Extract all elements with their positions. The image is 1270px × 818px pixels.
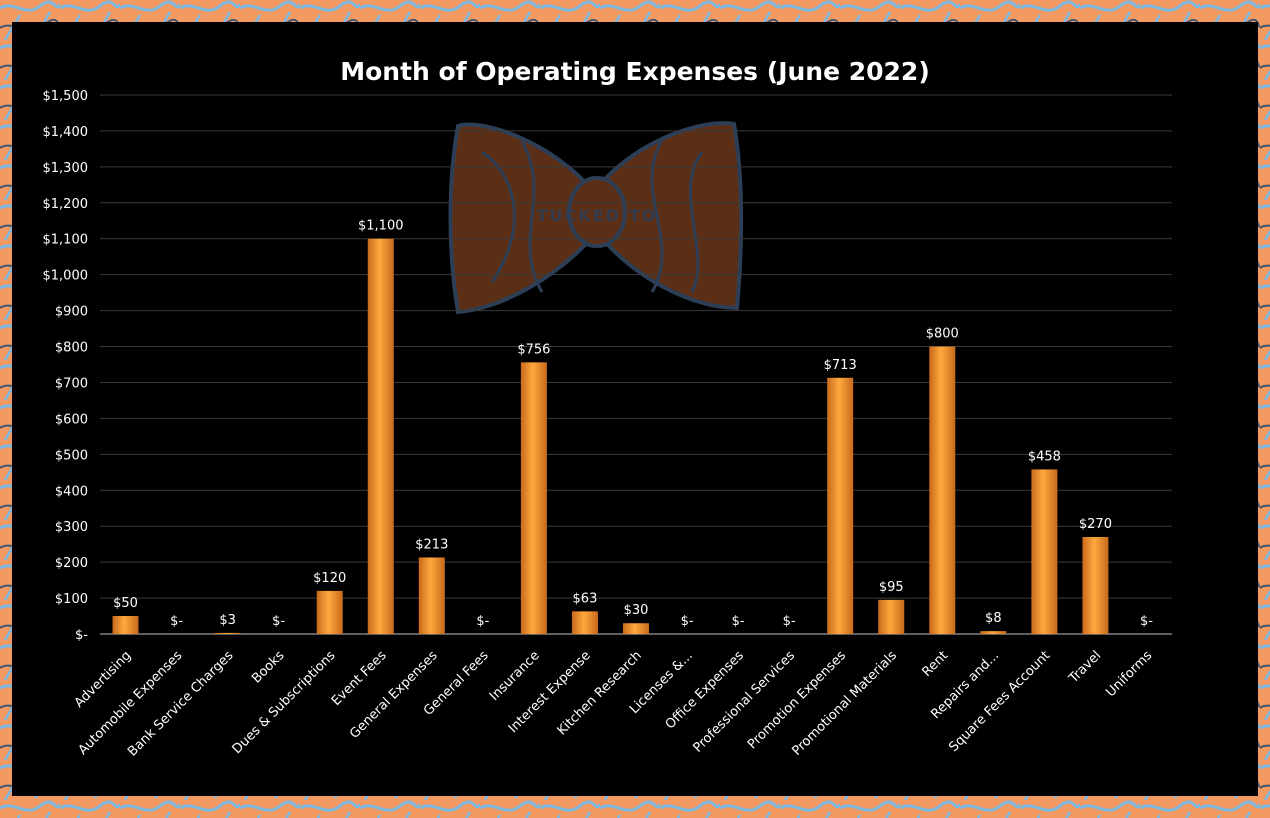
y-tick-label: $400 (55, 484, 88, 499)
x-tick-label: Travel (1066, 648, 1105, 687)
x-tick-label: Professional Services (690, 648, 798, 756)
data-label: $63 (573, 591, 598, 606)
bar (1031, 469, 1058, 634)
data-label: $713 (824, 358, 857, 373)
data-label: $1,100 (358, 219, 404, 234)
bar (520, 362, 547, 634)
data-label: $- (681, 614, 694, 629)
bar (214, 632, 241, 634)
data-label: $756 (517, 342, 550, 357)
watermark-text: TUCKEDITO (537, 206, 658, 225)
bar (980, 631, 1007, 634)
bar (1082, 536, 1109, 634)
data-label: $- (170, 614, 183, 629)
data-label: $- (272, 614, 285, 629)
x-tick-label: Promotion Expenses (745, 648, 849, 752)
y-tick-label: $700 (55, 376, 88, 391)
data-label: $30 (624, 603, 649, 618)
x-tick-label: Uniforms (1103, 648, 1155, 700)
x-tick-label: Promotional Materials (789, 648, 900, 759)
data-label: $50 (113, 596, 138, 611)
chart-title: Month of Operating Expenses (June 2022) (340, 57, 930, 86)
y-tick-label: $1,300 (43, 161, 89, 176)
data-label: $- (732, 614, 745, 629)
y-tick-label: $1,500 (43, 89, 89, 104)
x-tick-label: Dues & Subscriptions (230, 648, 339, 757)
data-label: $- (476, 614, 489, 629)
data-label: $213 (415, 537, 448, 552)
x-tick-label: Kitchen Research (555, 648, 645, 738)
bar (827, 377, 854, 634)
x-tick-label: Bank Service Charges (125, 648, 236, 759)
y-tick-label: $- (75, 628, 88, 643)
bow-tie-logo-icon: TUCKEDITO (448, 121, 744, 315)
y-axis: $- $100 $200 $300 $400 $500 $600 $700 $800 $900 $1… (43, 89, 89, 643)
data-label: $95 (879, 580, 904, 595)
data-label: $458 (1028, 449, 1061, 464)
y-tick-label: $1,200 (43, 197, 89, 212)
data-label: $800 (926, 327, 959, 342)
data-label: $270 (1079, 517, 1112, 532)
x-tick-label: Books (249, 648, 287, 686)
y-tick-label: $200 (55, 556, 88, 571)
y-tick-label: $500 (55, 448, 88, 463)
bar (367, 238, 394, 634)
bar (571, 611, 598, 634)
bars (112, 238, 1109, 634)
data-label: $120 (313, 571, 346, 586)
x-tick-label: Insurance (487, 648, 543, 704)
x-tick-label: Rent (919, 648, 951, 680)
y-tick-label: $600 (55, 412, 88, 427)
x-tick-label: General Expenses (347, 648, 441, 742)
bar (418, 557, 445, 634)
data-label: $- (1140, 614, 1153, 629)
bar (623, 623, 649, 634)
y-tick-label: $900 (55, 305, 88, 320)
data-label: $3 (219, 613, 236, 628)
y-tick-label: $1,400 (43, 125, 89, 140)
gridlines (100, 94, 1172, 635)
y-tick-label: $1,000 (43, 269, 89, 284)
bar (112, 616, 139, 634)
data-label: $- (783, 614, 796, 629)
y-tick-label: $1,100 (43, 233, 89, 248)
chart-panel: TUCKEDITO Month of Operating Expenses (J… (12, 22, 1258, 796)
bar (316, 590, 343, 634)
x-tick-label: Automobile Expenses (76, 648, 186, 758)
bar (929, 346, 956, 634)
x-tick-label: Square Fees Account (946, 648, 1053, 755)
y-tick-label: $800 (55, 341, 88, 356)
data-labels: $50 $- $3 $- $120 $1,100 $213 $- $756 $63 $30 $- $- $… (113, 219, 1153, 629)
y-tick-label: $100 (55, 592, 88, 607)
data-label: $8 (985, 611, 1002, 626)
y-tick-label: $300 (55, 520, 88, 535)
bar (878, 599, 905, 634)
bar-chart: TUCKEDITO Month of Operating Expenses (J… (43, 57, 1172, 760)
